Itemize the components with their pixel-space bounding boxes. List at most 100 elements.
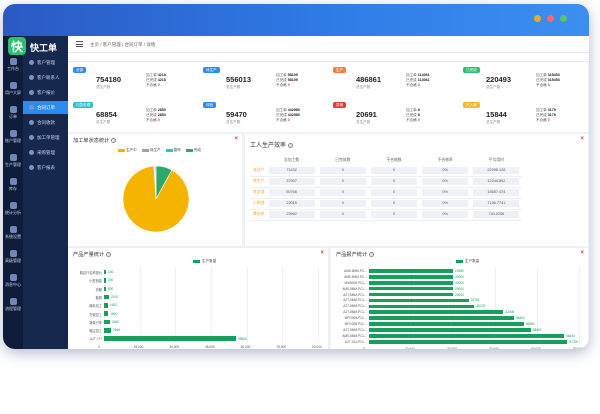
close-dot-icon[interactable] — [547, 15, 554, 22]
help-icon[interactable]: ? — [288, 142, 294, 148]
stat-value: 68854 — [96, 110, 117, 119]
data-label: 38500 — [532, 327, 542, 332]
nav-item[interactable]: 合同收款 — [23, 116, 68, 129]
bar[interactable] — [104, 303, 108, 308]
bar[interactable] — [104, 286, 106, 291]
bar[interactable] — [369, 310, 504, 315]
bar[interactable] — [104, 311, 109, 316]
x-tick-label: 90,000 — [312, 344, 322, 349]
chart-legend[interactable]: 生产数量 — [193, 259, 216, 264]
worker-name[interactable]: 张总产 — [250, 165, 267, 177]
help-icon[interactable]: ? — [106, 252, 112, 258]
sidebar-item[interactable]: 高级管理 — [3, 250, 23, 263]
stat-row-value: 58109 — [287, 78, 298, 82]
bar[interactable] — [369, 328, 531, 332]
menu-toggle-icon[interactable] — [76, 41, 83, 47]
bar[interactable] — [369, 286, 453, 291]
x-tick-label: 50,000 — [573, 346, 583, 349]
maximize-dot-icon[interactable] — [560, 15, 567, 22]
close-icon[interactable]: × — [234, 136, 238, 142]
stat-row: 已完成 315453 — [536, 78, 560, 83]
sidebar-item[interactable]: 订单 — [3, 106, 23, 119]
worker-name[interactable]: 李生产 — [250, 176, 267, 188]
close-icon[interactable]: × — [580, 136, 584, 142]
nav-item[interactable]: 采购管理 — [23, 146, 68, 159]
data-label: 20000 — [455, 280, 464, 285]
sidebar-item[interactable]: 工作台 — [3, 58, 23, 71]
chart-legend[interactable]: 生产数量 — [456, 259, 479, 264]
legend-swatch — [456, 259, 463, 264]
breadcrumb-home[interactable]: 主页 — [90, 42, 99, 47]
bar[interactable] — [369, 275, 453, 279]
worker-name[interactable]: 小明部 — [250, 198, 267, 210]
y-tick-label: A2T-014-PCL... — [345, 339, 367, 344]
bar[interactable] — [104, 269, 106, 275]
nav-item[interactable]: 客户联系人 — [23, 71, 68, 84]
stat-row-label: 已完成 — [536, 113, 547, 117]
bar[interactable] — [369, 280, 453, 285]
bar[interactable] — [104, 319, 110, 325]
legend-item[interactable]: 生产中 — [118, 148, 137, 153]
breadcrumb-orders[interactable]: 合同订单 — [124, 42, 143, 47]
sidebar-item[interactable]: 用户大屏 — [3, 82, 23, 95]
data-label: 1600 — [109, 303, 117, 308]
legend-item[interactable]: 暂停 — [165, 148, 181, 153]
bar[interactable] — [369, 304, 475, 309]
x-tick-label: 30,000 — [169, 344, 180, 349]
rank-panel: 产品报产统计? × 生产数量 0 10,000 20,000 30,000 40,000 5… — [331, 248, 588, 349]
y-tick-label: A2T-5MM-PCL... — [343, 327, 367, 332]
nav-item[interactable]: 客户报表 — [23, 161, 68, 174]
bar[interactable] — [104, 336, 236, 341]
nav-item[interactable]: 加工单管理 — [23, 131, 68, 144]
legend-item[interactable]: 待生产 — [141, 148, 161, 153]
minimize-dot-icon[interactable] — [534, 15, 541, 22]
nav-item[interactable]: 合同订单 — [23, 101, 68, 114]
pie-slice[interactable] — [154, 165, 157, 200]
grid-line — [246, 268, 248, 343]
sidebar-item-label: 库存 — [9, 186, 17, 191]
cell-value: 37907 — [268, 178, 315, 185]
stat-row-value: 442980 — [287, 113, 300, 117]
sidebar-item[interactable]: 消息中心 — [3, 274, 23, 287]
stat-row-value: 8 — [417, 113, 420, 117]
breadcrumb-customer[interactable]: 客户管理 — [102, 42, 121, 47]
bar[interactable] — [369, 339, 568, 344]
worker-name[interactable]: 覃总参 — [250, 209, 267, 221]
nav-item[interactable]: 客户管理 — [23, 56, 68, 69]
x-tick-label: 30,000 — [489, 346, 499, 349]
close-icon[interactable]: × — [580, 250, 584, 256]
y-tick-label: 鞋店加工 — [89, 329, 102, 334]
bar[interactable] — [369, 316, 514, 320]
sidebar-item[interactable]: 流程管理 — [3, 298, 23, 311]
sidebar-item[interactable]: 统计分析 — [3, 202, 23, 215]
sidebar-item[interactable]: 系统设置 — [3, 226, 23, 239]
sidebar-item[interactable]: 库存 — [3, 178, 23, 191]
cell-value: 0 — [319, 166, 366, 174]
bar[interactable] — [369, 269, 453, 273]
sidebar-item[interactable]: 账户管理 — [3, 130, 23, 143]
close-icon[interactable]: × — [320, 250, 324, 256]
help-icon[interactable]: ? — [111, 138, 117, 144]
worker-name[interactable]: 李总部 — [250, 187, 267, 199]
stat-row-value: 2853 — [157, 108, 166, 112]
bar[interactable] — [369, 292, 453, 297]
stat-row-value: 0 — [417, 83, 420, 87]
help-icon[interactable]: ? — [369, 252, 375, 258]
sidebar-item[interactable]: 生产管理 — [3, 154, 23, 167]
legend-item[interactable]: 完成 — [185, 148, 201, 153]
bar[interactable] — [369, 322, 524, 326]
table-cell: 0% — [419, 209, 471, 221]
table-header: 总加工数 — [284, 158, 300, 162]
bar[interactable] — [104, 294, 109, 300]
grid-line — [579, 268, 580, 345]
stat-sub: 总生产数 — [96, 120, 111, 124]
main-content: 主页 / 客户管理 / 合同订单 / 详情 全部 754180 总生产数 加工单 42… — [68, 36, 589, 349]
bar[interactable] — [369, 298, 469, 303]
nav-dot-icon — [29, 60, 34, 65]
bar[interactable] — [369, 334, 565, 338]
nav-item[interactable]: 客户报价 — [23, 86, 68, 99]
nav-dot-icon — [29, 150, 34, 155]
bar[interactable] — [104, 278, 106, 283]
stat-row: 不合格 0 — [536, 83, 550, 88]
bar[interactable] — [104, 328, 112, 333]
